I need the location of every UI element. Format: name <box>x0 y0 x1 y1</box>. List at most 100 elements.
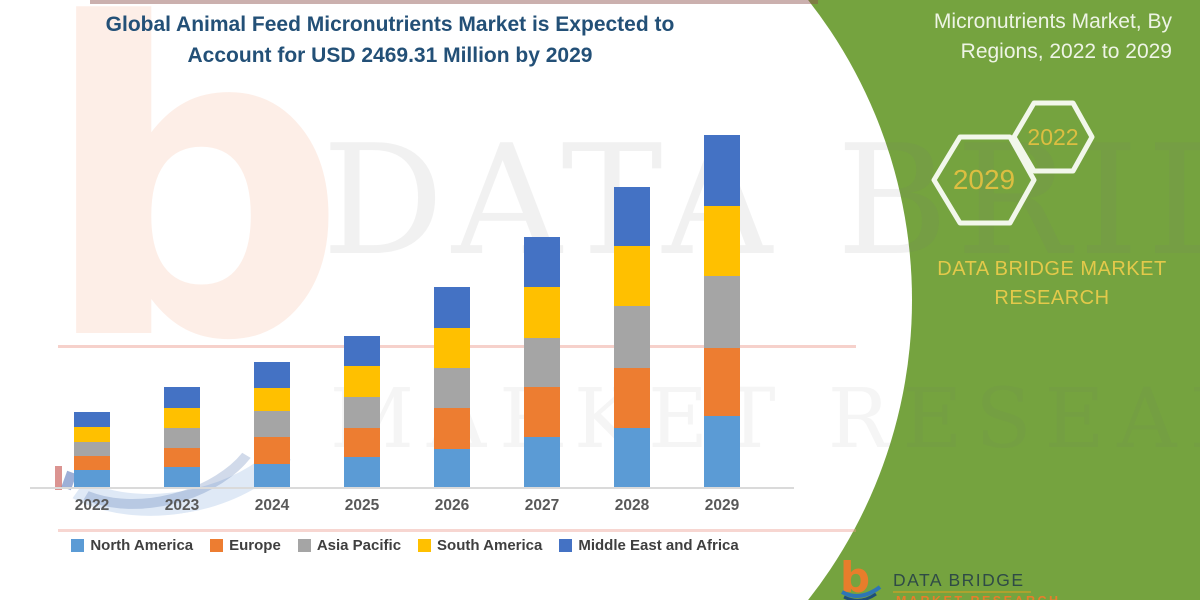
segment-south-america-2022 <box>74 426 110 442</box>
title-line-1: Global Animal Feed Micronutrients Market… <box>105 13 675 36</box>
footer-underline <box>893 591 1031 593</box>
x-axis-label-2027: 2027 <box>524 497 560 514</box>
x-axis-label-2029: 2029 <box>704 497 740 514</box>
bar-2024 <box>254 361 290 487</box>
segment-asia-pacific-2024 <box>254 411 290 437</box>
stacked-bar-chart: 2022 2023 2024 2025 2026 2027 2028 2029 North A… <box>0 135 810 554</box>
panel-heading: Micronutrients Market, By Regions, 2022 … <box>832 7 1172 67</box>
hexagon-outline-icon <box>931 134 1037 226</box>
hexagon-2029: 2029 <box>931 132 1037 228</box>
legend-swatch-icon <box>210 539 224 552</box>
segment-middle-east-and-africa-2024 <box>254 361 290 388</box>
segment-north-america-2022 <box>74 470 110 487</box>
hexagon-year-label: 2022 <box>1027 123 1079 150</box>
legend-item-north-america: North America <box>71 537 193 554</box>
segment-south-america-2024 <box>254 387 290 412</box>
segment-middle-east-and-africa-2027 <box>524 236 560 287</box>
segment-europe-2027 <box>524 386 560 437</box>
bar-2023 <box>164 386 200 487</box>
panel-brand-text: DATA BRIDGE MARKET RESEARCH <box>922 255 1182 313</box>
segment-europe-2023 <box>164 447 200 468</box>
segment-europe-2028 <box>614 368 650 428</box>
legend-label: South America <box>437 537 543 554</box>
segment-middle-east-and-africa-2025 <box>344 335 380 366</box>
segment-north-america-2027 <box>524 436 560 487</box>
segment-europe-2022 <box>74 456 110 471</box>
segment-south-america-2023 <box>164 408 200 428</box>
segment-asia-pacific-2028 <box>614 306 650 368</box>
segment-south-america-2028 <box>614 246 650 307</box>
segment-south-america-2029 <box>704 206 740 277</box>
legend-label: Middle East and Africa <box>578 537 739 554</box>
legend-swatch-icon <box>297 539 311 552</box>
segment-asia-pacific-2025 <box>344 396 380 428</box>
x-axis-label-2026: 2026 <box>434 497 470 514</box>
segment-asia-pacific-2022 <box>74 441 110 457</box>
segment-middle-east-and-africa-2028 <box>614 187 650 247</box>
panel-heading-line-2: Regions, 2022 to 2029 <box>960 40 1172 63</box>
title-line-2: Account for USD 2469.31 Million by 2029 <box>187 44 593 67</box>
legend-label: Asia Pacific <box>316 537 402 554</box>
segment-europe-2026 <box>434 407 470 449</box>
footer-brand-name: DATA BRIDGE <box>893 570 1025 590</box>
segment-asia-pacific-2027 <box>524 337 560 387</box>
page-title: Global Animal Feed Micronutrients Market… <box>40 9 740 71</box>
x-axis-label-2022: 2022 <box>74 497 110 514</box>
segment-north-america-2026 <box>434 448 470 487</box>
x-axis-label-2023: 2023 <box>164 497 200 514</box>
bar-2022 <box>74 412 110 487</box>
bar-2028 <box>614 187 650 487</box>
panel-heading-line-1: Micronutrients Market, By <box>933 10 1172 33</box>
footer-brand-subname: MARKET RESEARCH <box>896 594 1061 600</box>
segment-north-america-2023 <box>164 467 200 487</box>
top-rule-line <box>90 0 818 4</box>
watermark-text-primary: DATA BRIDGE <box>322 112 1200 289</box>
x-axis-label-2028: 2028 <box>614 497 650 514</box>
segment-north-america-2024 <box>254 463 290 487</box>
legend: North America Europe Asia Pacific South Ame… <box>0 537 810 554</box>
bar-2029 <box>704 135 740 487</box>
bar-2026 <box>434 286 470 487</box>
segment-south-america-2026 <box>434 327 470 368</box>
watermark-red-accent <box>55 466 62 490</box>
segment-middle-east-and-africa-2029 <box>704 135 740 207</box>
legend-item-middle-east-and-africa: Middle East and Africa <box>559 537 739 554</box>
segment-south-america-2025 <box>344 365 380 397</box>
hexagon-year-label: 2029 <box>952 164 1016 195</box>
segment-north-america-2028 <box>614 427 650 487</box>
dbmr-logo-icon: b <box>838 553 884 600</box>
legend-item-europe: Europe <box>210 537 281 554</box>
segment-europe-2029 <box>704 348 740 416</box>
hexagon-outline-icon <box>1011 100 1095 174</box>
panel-brand-line-2: RESEARCH <box>994 287 1110 309</box>
hexagon-2022: 2022 <box>1011 99 1095 175</box>
segment-north-america-2025 <box>344 456 380 487</box>
segment-asia-pacific-2026 <box>434 367 470 408</box>
legend-swatch-icon <box>559 539 573 552</box>
watermark-text-secondary: MARKET RESEARCH <box>330 372 1200 467</box>
segment-north-america-2029 <box>704 416 740 487</box>
segment-europe-2024 <box>254 436 290 464</box>
legend-label: North America <box>90 537 194 554</box>
panel-brand-line-1: DATA BRIDGE MARKET <box>937 258 1167 280</box>
legend-swatch-icon <box>418 539 432 552</box>
bar-2025 <box>344 335 380 487</box>
bar-2027 <box>524 236 560 487</box>
x-axis-label-2025: 2025 <box>344 497 380 514</box>
segment-europe-2025 <box>344 427 380 457</box>
legend-item-asia-pacific: Asia Pacific <box>297 537 402 554</box>
low-rule-line <box>58 529 856 532</box>
x-axis-label-2024: 2024 <box>254 497 290 514</box>
segment-middle-east-and-africa-2022 <box>74 412 110 427</box>
segment-middle-east-and-africa-2026 <box>434 286 470 328</box>
segment-asia-pacific-2023 <box>164 427 200 448</box>
segment-asia-pacific-2029 <box>704 276 740 349</box>
segment-middle-east-and-africa-2023 <box>164 386 200 409</box>
legend-label: Europe <box>229 537 281 554</box>
watermark-logo-b-icon: b <box>40 0 348 435</box>
legend-swatch-icon <box>71 539 85 552</box>
legend-item-south-america: South America <box>418 537 542 554</box>
segment-south-america-2027 <box>524 286 560 338</box>
x-axis-line <box>30 487 794 489</box>
